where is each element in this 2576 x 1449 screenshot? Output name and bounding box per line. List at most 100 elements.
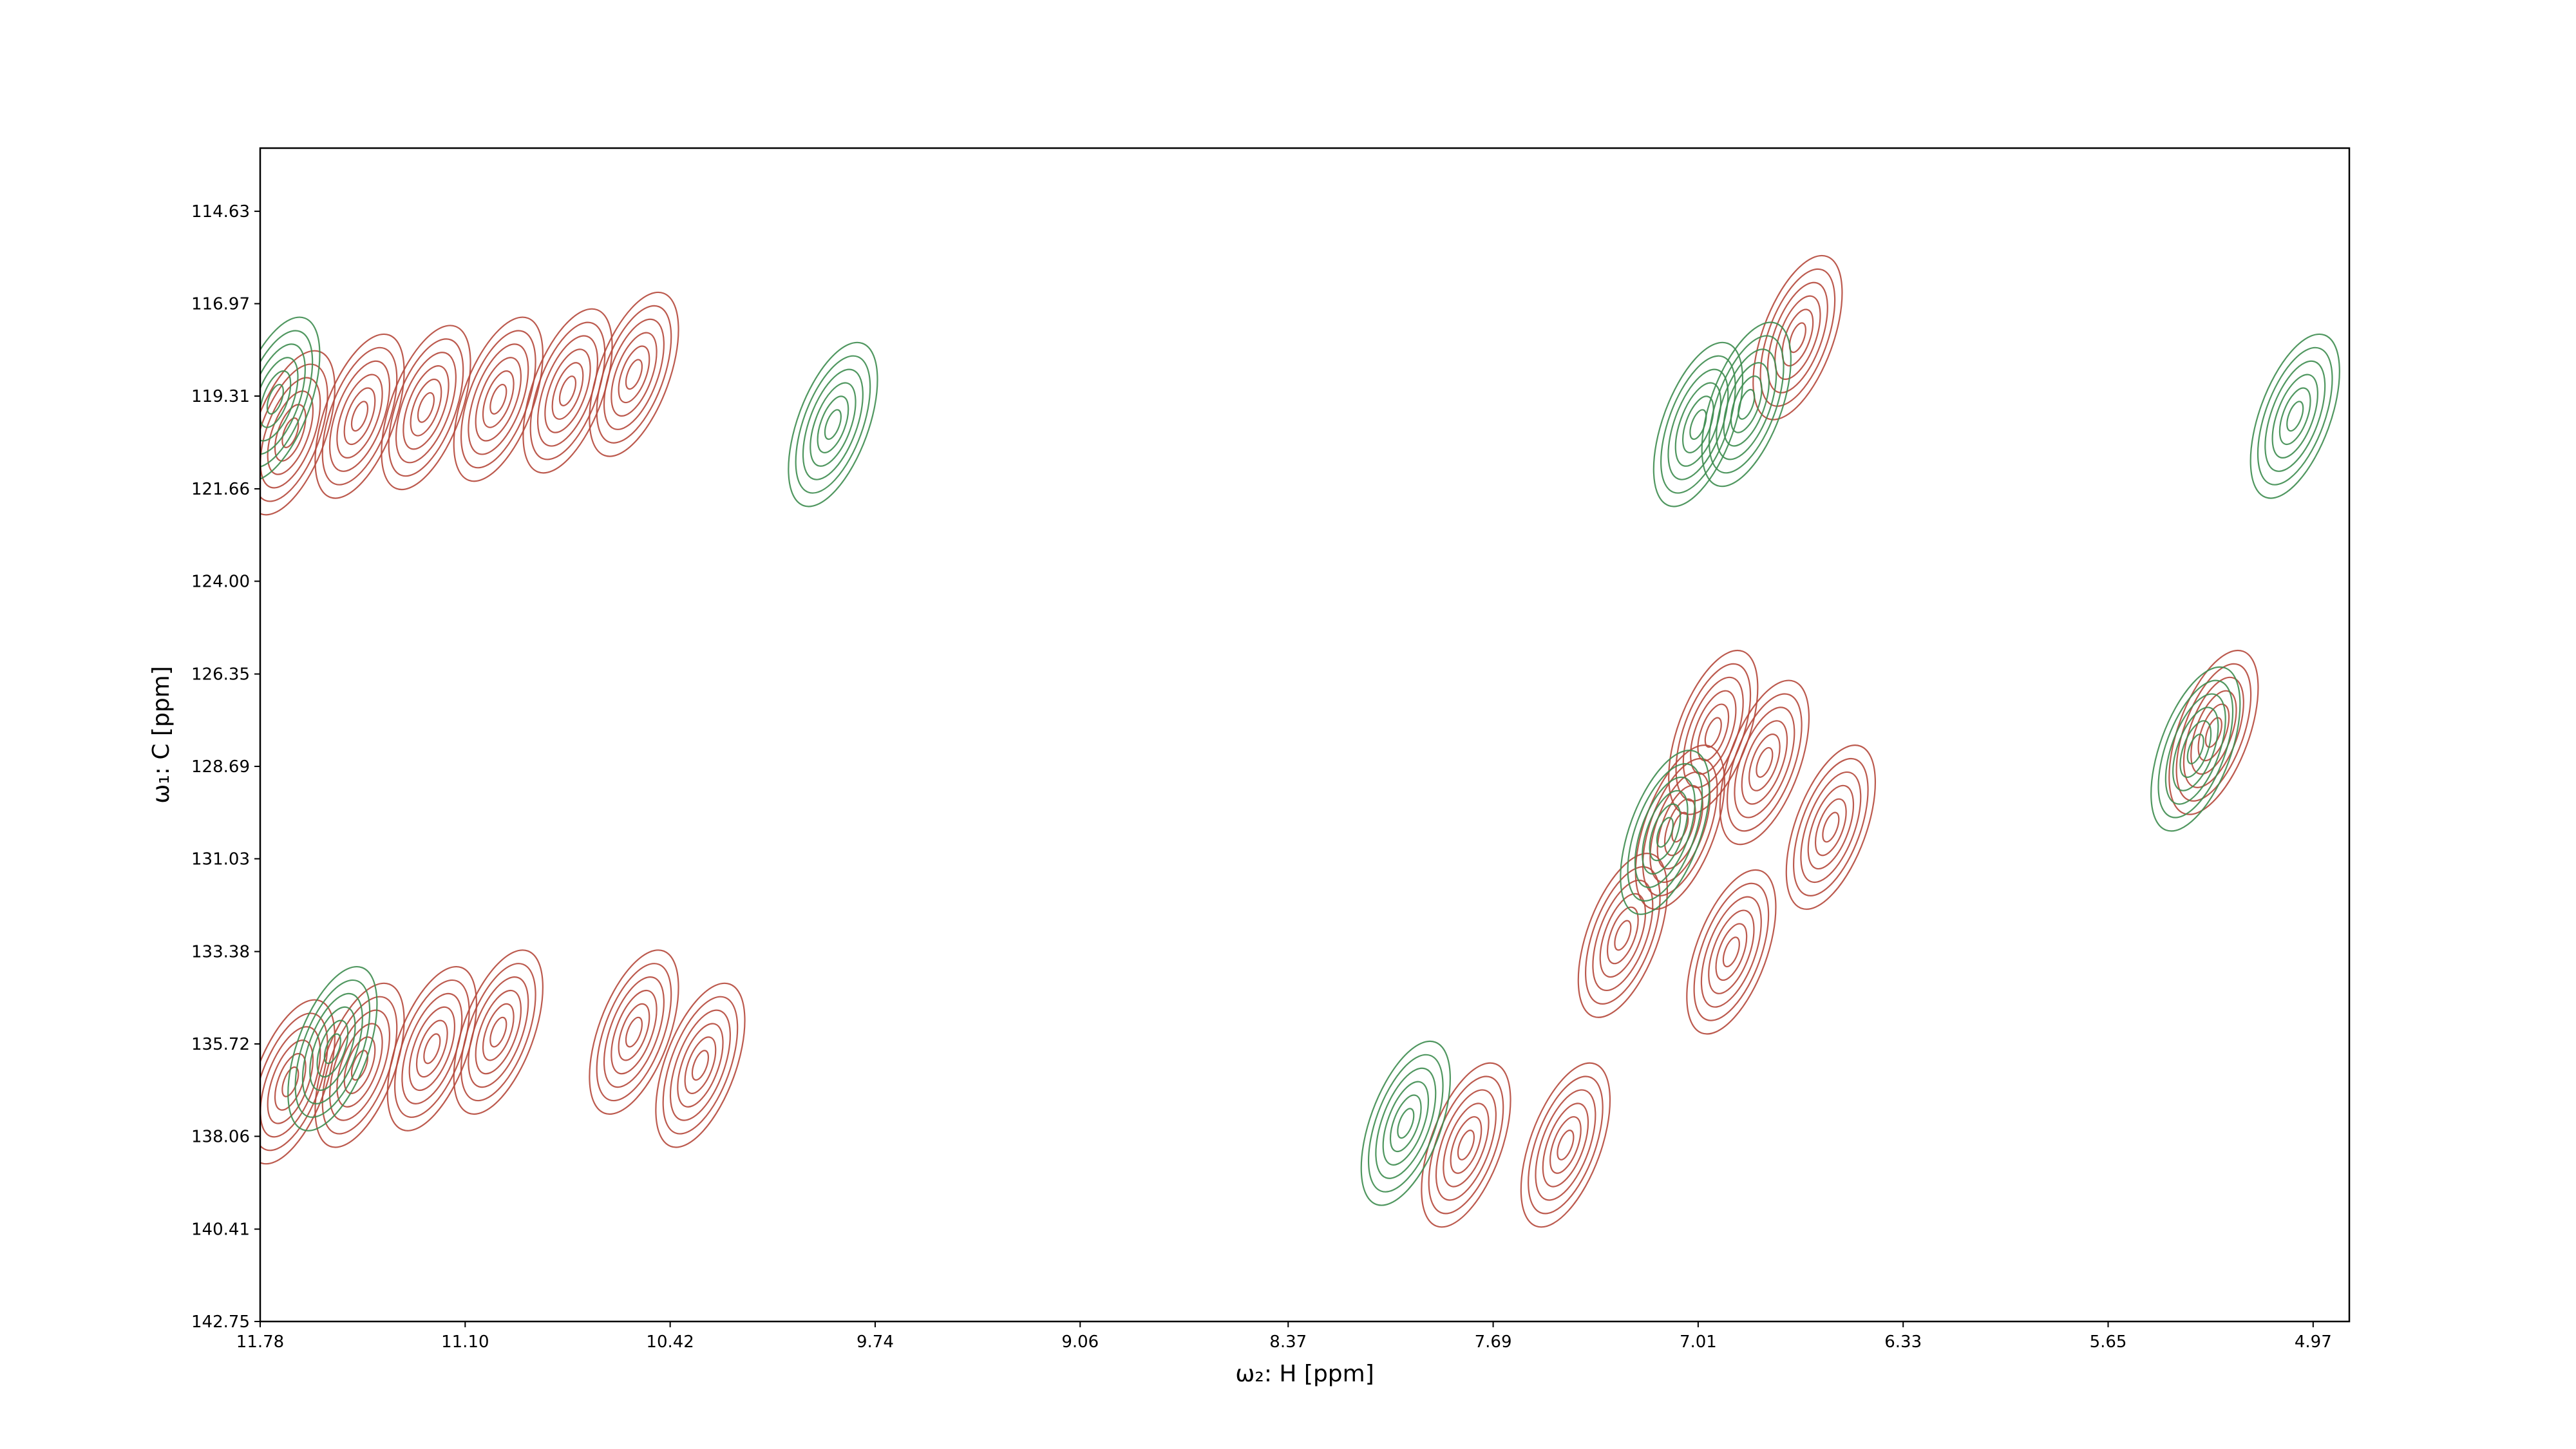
contour-ring bbox=[489, 1016, 507, 1048]
contour-ring bbox=[536, 335, 599, 447]
contour-ring bbox=[336, 1023, 383, 1108]
contour-ring bbox=[1756, 747, 1774, 778]
contour-ring bbox=[1697, 703, 1730, 762]
contour-ring bbox=[1577, 853, 1669, 1018]
contour-ring bbox=[1653, 341, 1744, 507]
contour-ring bbox=[281, 1066, 299, 1097]
y-tick-label: 128.69 bbox=[191, 757, 250, 777]
contour-ring bbox=[529, 321, 606, 460]
contour-ring bbox=[2183, 676, 2244, 788]
contour-ring bbox=[1668, 649, 1759, 815]
contour-ring bbox=[1606, 906, 1639, 965]
contour-ring bbox=[1457, 1130, 1475, 1160]
contour-ring bbox=[260, 330, 314, 469]
contour-ring bbox=[1700, 896, 1762, 1008]
contour-ring bbox=[589, 291, 679, 457]
contour-ring bbox=[618, 1003, 650, 1061]
contour-ring bbox=[328, 1009, 391, 1121]
contour-ring bbox=[1759, 268, 1836, 407]
contour-ring bbox=[2271, 374, 2318, 459]
contour-ring bbox=[475, 357, 522, 442]
x-tick-label: 8.37 bbox=[1269, 1332, 1307, 1352]
contour-ring bbox=[266, 383, 284, 415]
contour-ring bbox=[684, 1036, 717, 1094]
contour-ring bbox=[2164, 693, 2226, 805]
contour-ring bbox=[1557, 1130, 1575, 1160]
contour-ring bbox=[1660, 355, 1736, 494]
contour-ring bbox=[294, 979, 371, 1118]
contour-ring bbox=[522, 308, 613, 474]
contour-ring bbox=[321, 996, 398, 1135]
contour-ring bbox=[423, 1033, 441, 1065]
x-axis-label: ω₂: H [ppm] bbox=[1235, 1361, 1374, 1387]
contour-ring bbox=[260, 316, 321, 482]
contour-ring bbox=[1708, 335, 1785, 474]
y-tick-label: 124.00 bbox=[191, 573, 250, 592]
contour-ring bbox=[1443, 1103, 1490, 1188]
contour-ring bbox=[386, 965, 477, 1132]
contour-ring bbox=[618, 345, 650, 404]
contour-ring bbox=[1681, 395, 1714, 453]
contour-ring bbox=[321, 346, 398, 486]
contour-ring bbox=[824, 409, 842, 440]
contour-ring bbox=[260, 377, 321, 489]
contour-ring bbox=[415, 1019, 448, 1078]
plot-frame bbox=[259, 147, 2351, 1323]
contour-ring bbox=[314, 333, 405, 499]
contour-ring bbox=[1435, 1089, 1497, 1201]
contour-ring bbox=[691, 1050, 710, 1081]
contour-ring bbox=[482, 370, 515, 428]
y-tick-label: 142.75 bbox=[191, 1312, 250, 1332]
contour-ring bbox=[1627, 762, 1703, 902]
contour-ring bbox=[1397, 1108, 1415, 1139]
contour-ring bbox=[475, 989, 522, 1075]
contour-ring bbox=[1781, 308, 1814, 367]
contour-ring bbox=[1701, 321, 1792, 488]
contour-ring bbox=[1520, 1062, 1611, 1228]
contour-ring bbox=[381, 325, 471, 491]
contour-ring bbox=[1766, 281, 1828, 393]
contour-ring bbox=[1785, 744, 1877, 910]
contour-ring bbox=[1686, 869, 1777, 1035]
contour-ring bbox=[625, 1016, 643, 1048]
contour-ring bbox=[274, 404, 307, 462]
contour-ring bbox=[260, 370, 292, 428]
contour-ring bbox=[1774, 295, 1821, 380]
contour-ring bbox=[267, 390, 314, 475]
contour-ring bbox=[1741, 720, 1788, 805]
contour-ring bbox=[1822, 811, 1840, 843]
contour-ring bbox=[1667, 368, 1729, 480]
x-tick-label: 10.42 bbox=[646, 1332, 694, 1352]
contour-ring bbox=[287, 965, 378, 1132]
contour-ring bbox=[1738, 388, 1756, 420]
contour-ring bbox=[260, 343, 306, 455]
contour-ring bbox=[1715, 923, 1748, 981]
contour-ring bbox=[1375, 1067, 1437, 1179]
contour-ring bbox=[1535, 1089, 1596, 1201]
contour-ring bbox=[2257, 346, 2333, 486]
contour-ring bbox=[453, 949, 544, 1115]
contour-ring bbox=[1722, 936, 1740, 968]
y-tick-label: 133.38 bbox=[191, 943, 250, 962]
contour-ring bbox=[316, 1019, 349, 1078]
x-tick-label: 11.78 bbox=[236, 1332, 284, 1352]
x-tick-label: 4.97 bbox=[2295, 1332, 2332, 1352]
contour-ring bbox=[611, 989, 658, 1075]
contour-ring bbox=[314, 982, 405, 1148]
contour-ring bbox=[388, 338, 464, 477]
contour-ring bbox=[669, 1009, 731, 1121]
contour-ring bbox=[1708, 909, 1755, 994]
contour-ring bbox=[2157, 679, 2234, 819]
contour-ring bbox=[417, 392, 435, 423]
x-tick-label: 7.69 bbox=[1475, 1332, 1512, 1352]
contour-ring bbox=[2168, 649, 2259, 815]
contour-ring bbox=[1674, 382, 1722, 467]
contour-ring bbox=[1656, 817, 1674, 848]
contour-ring bbox=[1542, 1103, 1589, 1188]
contour-ring bbox=[2179, 720, 2212, 778]
contour-ring bbox=[1788, 322, 1806, 354]
contour-ring bbox=[603, 976, 665, 1088]
y-tick-label: 135.72 bbox=[191, 1035, 250, 1054]
